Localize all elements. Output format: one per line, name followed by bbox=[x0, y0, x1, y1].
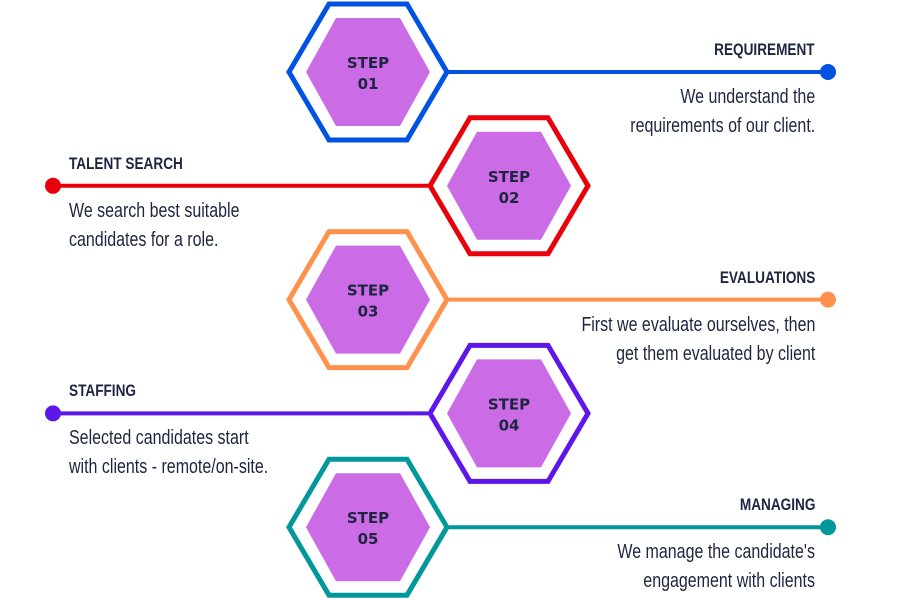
connector-dot bbox=[45, 405, 61, 422]
step-title: REQUIREMENT bbox=[714, 40, 816, 59]
description-line: We understand the bbox=[680, 86, 815, 108]
hexagon-fill bbox=[306, 18, 430, 126]
step-label: STEP bbox=[488, 168, 530, 186]
connector-dot bbox=[820, 64, 836, 80]
step-4: STEP 04 bbox=[45, 342, 591, 484]
step-label: STEP bbox=[347, 282, 389, 300]
step-description: We understand the requirements of our cli… bbox=[630, 83, 815, 141]
description-line: with clients - remote/on-site. bbox=[69, 456, 269, 479]
step-number: 05 bbox=[358, 530, 379, 548]
step-2: STEP 02 bbox=[45, 115, 591, 257]
description-line: get them evaluated by client bbox=[615, 342, 815, 365]
hexagon-fill bbox=[447, 131, 571, 240]
step-label: STEP bbox=[488, 395, 530, 413]
step-description: First we evaluate ourselves, then get the… bbox=[581, 311, 815, 369]
description-line: We search best suitable bbox=[69, 199, 240, 222]
description-line: We manage the candidate's bbox=[617, 541, 815, 564]
step-title: STAFFING bbox=[69, 381, 136, 401]
hexagon-fill bbox=[306, 245, 430, 354]
hexagon-fill bbox=[306, 473, 430, 582]
step-title: TALENT SEARCH bbox=[69, 153, 183, 173]
description-line: First we evaluate ourselves, then bbox=[581, 313, 815, 336]
description-line: candidates for a role. bbox=[69, 228, 219, 251]
step-description: We manage the candidate's engagement with… bbox=[617, 538, 815, 596]
step-description: Selected candidates start with clients - … bbox=[69, 424, 268, 482]
connector-dot bbox=[820, 291, 836, 308]
step-description: We search best suitable candidates for a … bbox=[69, 197, 239, 255]
step-label: STEP bbox=[347, 509, 389, 527]
step-5: STEP 05 bbox=[286, 456, 836, 598]
hexagon-fill bbox=[447, 359, 571, 468]
step-1: STEP 01 bbox=[286, 1, 836, 143]
description-line: requirements of our client. bbox=[630, 115, 815, 137]
step-number: 02 bbox=[499, 189, 520, 207]
step-title: MANAGING bbox=[739, 495, 815, 515]
step-title: EVALUATIONS bbox=[719, 267, 815, 287]
step-number: 01 bbox=[358, 75, 379, 93]
connector-dot bbox=[45, 177, 61, 194]
description-line: Selected candidates start bbox=[69, 427, 249, 450]
step-number: 04 bbox=[499, 416, 520, 434]
description-line: engagement with clients bbox=[643, 570, 815, 593]
step-label: STEP bbox=[347, 54, 389, 72]
connector-dot bbox=[820, 519, 836, 536]
step-3: STEP 03 bbox=[286, 229, 836, 371]
step-number: 03 bbox=[358, 303, 379, 321]
